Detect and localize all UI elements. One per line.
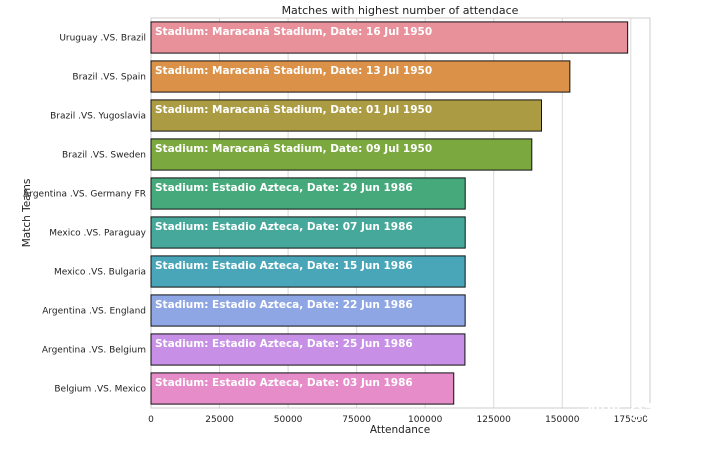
bar-annotation: Stadium: Maracanã Stadium, Date: 09 Jul … bbox=[155, 143, 432, 155]
y-category-label: Mexico .VS. Bulgaria bbox=[54, 268, 146, 278]
x-tick-label: 50000 bbox=[274, 415, 303, 425]
bars-layer bbox=[150, 21, 629, 405]
y-category-label: Belgium .VS. Mexico bbox=[54, 385, 146, 395]
bar bbox=[150, 255, 466, 288]
bar bbox=[150, 99, 543, 132]
bar bbox=[150, 372, 455, 405]
bar-annotations: Stadium: Maracanã Stadium, Date: 16 Jul … bbox=[155, 26, 432, 389]
y-category-label: Mexico .VS. Paraguay bbox=[49, 229, 146, 239]
bar-annotation: Stadium: Estadio Azteca, Date: 29 Jun 19… bbox=[155, 182, 413, 194]
bar bbox=[150, 294, 466, 327]
x-tick-label: 0 bbox=[148, 415, 154, 425]
x-tick-label: 150000 bbox=[545, 415, 580, 425]
y-category-labels: Uruguay .VS. Brazil Brazil .VS. Spain Braz… bbox=[23, 34, 147, 395]
watermark-text: 知乎 @刘明 bbox=[587, 402, 679, 423]
bar-annotation: Stadium: Maracanã Stadium, Date: 13 Jul … bbox=[155, 65, 432, 77]
y-axis-label: Match Teams bbox=[21, 179, 33, 248]
y-category-label: Uruguay .VS. Brazil bbox=[59, 34, 146, 44]
bar bbox=[150, 138, 533, 171]
x-tick-labels: 0 25000 50000 75000 100000 125000 150000 175000 bbox=[148, 415, 648, 425]
y-category-label: Argentina .VS. Germany FR bbox=[23, 190, 146, 200]
bar-annotation: Stadium: Estadio Azteca, Date: 03 Jun 19… bbox=[155, 377, 413, 389]
y-category-label: Argentina .VS. England bbox=[42, 307, 146, 317]
y-category-label: Brazil .VS. Sweden bbox=[62, 151, 146, 161]
plot-frame bbox=[150, 17, 651, 409]
x-tick-label: 25000 bbox=[205, 415, 234, 425]
bar-annotation: Stadium: Estadio Azteca, Date: 22 Jun 19… bbox=[155, 299, 413, 311]
bar-annotation: Stadium: Estadio Azteca, Date: 25 Jun 19… bbox=[155, 338, 413, 350]
bar bbox=[150, 333, 466, 366]
x-axis-label: Attendance bbox=[370, 424, 430, 436]
y-category-label: Brazil .VS. Spain bbox=[72, 73, 146, 83]
x-tick-label: 125000 bbox=[477, 415, 512, 425]
bar bbox=[150, 60, 571, 93]
bar-annotation: Stadium: Estadio Azteca, Date: 15 Jun 19… bbox=[155, 260, 413, 272]
bar bbox=[150, 216, 466, 249]
y-category-label: Argentina .VS. Belgium bbox=[42, 346, 146, 356]
x-tick-label: 175000 bbox=[614, 415, 649, 425]
bar bbox=[150, 177, 466, 210]
y-category-label: Brazil .VS. Yugoslavia bbox=[50, 112, 146, 122]
x-tick-label: 100000 bbox=[408, 415, 443, 425]
bar-annotation: Stadium: Maracanã Stadium, Date: 16 Jul … bbox=[155, 26, 432, 38]
bar-annotation: Stadium: Estadio Azteca, Date: 07 Jun 19… bbox=[155, 221, 413, 233]
bar bbox=[150, 21, 629, 54]
bar-annotation: Stadium: Maracanã Stadium, Date: 01 Jul … bbox=[155, 104, 432, 116]
x-tick-label: 75000 bbox=[342, 415, 371, 425]
chart-title: Matches with highest number of attendace bbox=[282, 4, 519, 17]
